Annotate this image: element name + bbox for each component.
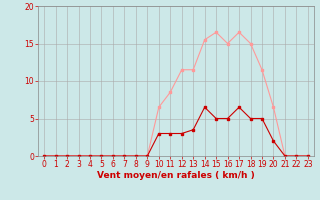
X-axis label: Vent moyen/en rafales ( km/h ): Vent moyen/en rafales ( km/h ) [97,171,255,180]
